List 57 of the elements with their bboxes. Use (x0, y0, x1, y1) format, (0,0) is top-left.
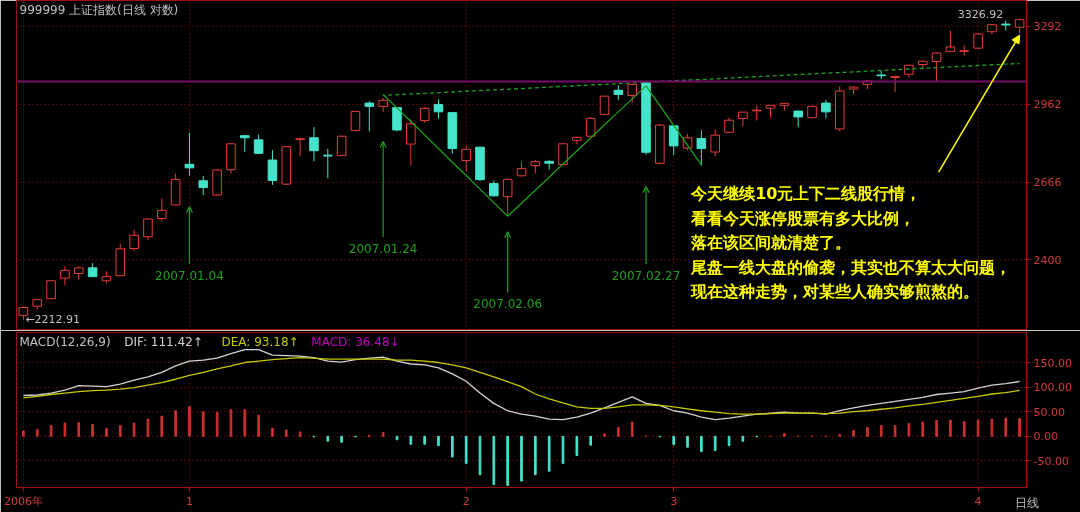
candlestick (198, 175, 209, 196)
candlestick (406, 118, 416, 167)
annotation: 现在这种走势，对某些人确实够煎熬的。 (690, 282, 980, 302)
line-series (22, 356, 1021, 415)
candlestick (696, 129, 707, 167)
chart-title: 999999 上证指数(日线 对数) (19, 2, 179, 17)
chart-title: MACD(12,26,9) (19, 334, 111, 349)
x-tick-label: 3 (670, 494, 678, 508)
candlestick (931, 51, 942, 82)
annotation: 2007.02.27 (611, 268, 681, 283)
annotation: ←2212.91 (25, 313, 81, 327)
y-tick-label: 100.00 (1033, 381, 1072, 395)
x-tick-label: 2 (462, 494, 470, 508)
candlestick (129, 228, 139, 252)
annotation: 2007.01.24 (348, 241, 418, 256)
candlestick (267, 149, 278, 186)
y-tick-label: 50.00 (1033, 405, 1065, 419)
candlestick (821, 99, 831, 119)
candlestick (364, 100, 375, 132)
y-tick-label: -50.00 (1033, 454, 1069, 468)
candlestick (890, 75, 900, 93)
x-tick-label: 4 (974, 494, 982, 508)
x-tick-label: 1 (185, 494, 193, 508)
annotation: MACD: 36.48↓ (311, 334, 400, 349)
y-tick-label: 3292 (1033, 20, 1062, 34)
candlestick (323, 148, 333, 179)
annotation: 2007.01.04 (155, 268, 224, 283)
y-tick-label: 2666 (1033, 176, 1062, 190)
candlestick (184, 132, 195, 177)
annotation: 看看今天涨停股票有多大比例， (690, 208, 916, 228)
annotation: 今天继续10元上下二线股行情， (690, 184, 922, 204)
candlestick (461, 145, 471, 172)
candlestick (585, 116, 596, 138)
candlestick (143, 217, 153, 241)
candlestick (60, 265, 70, 286)
candlestick (710, 128, 720, 157)
y-tick-label: 2962 (1033, 98, 1062, 112)
y-tick-label: 0.00 (1033, 430, 1058, 444)
candlestick (156, 197, 167, 222)
annotation: 2007.02.06 (473, 296, 543, 311)
candlestick (309, 126, 319, 162)
y-tick-label: 2400 (1033, 253, 1062, 267)
series-label: DEA: 93.18↑ (221, 334, 299, 349)
x-tick-label: 2006年 (3, 494, 43, 508)
candlestick (738, 111, 748, 127)
annotation: 落在该区间就清楚了。 (690, 233, 852, 253)
series-label: DIF: 111.42↑ (124, 334, 203, 349)
line-series (22, 349, 1021, 421)
x-axis-title: 日线 (1014, 495, 1039, 510)
y-tick-label: 150.00 (1033, 356, 1072, 370)
annotation: 尾盘一线大盘的偷袭，其实也不算太大问题， (690, 257, 1012, 277)
candlestick (253, 134, 264, 155)
annotation: 3326.92 (957, 7, 1004, 21)
candlestick (502, 178, 513, 216)
candlestick (433, 98, 444, 120)
candlestick (668, 124, 679, 156)
candlestick (378, 97, 388, 113)
